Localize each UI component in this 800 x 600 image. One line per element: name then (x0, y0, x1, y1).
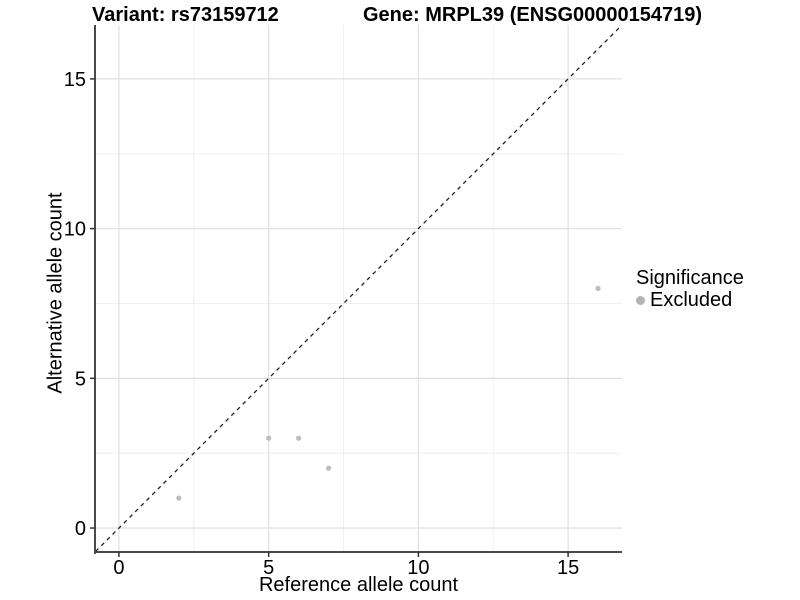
svg-text:10: 10 (64, 219, 86, 241)
excluded-point-icon (636, 295, 645, 305)
legend-item-excluded: Excluded (636, 290, 744, 310)
svg-text:0: 0 (113, 557, 124, 579)
legend-title: Significance (636, 267, 744, 289)
svg-text:15: 15 (557, 557, 579, 579)
svg-text:15: 15 (64, 69, 86, 91)
svg-text:10: 10 (407, 557, 429, 579)
x-axis-title: Reference allele count (258, 574, 458, 596)
svg-text:0: 0 (75, 518, 86, 540)
svg-text:5: 5 (75, 368, 86, 390)
legend: Significance Excluded (636, 267, 744, 310)
y-axis-title: Alternative allele count (44, 192, 67, 394)
svg-text:5: 5 (263, 557, 274, 579)
legend-item-label: Excluded (650, 289, 733, 311)
plot-title-gene: Gene: MRPL39 (ENSG00000154719) (363, 4, 703, 26)
plot-title-variant: Variant: rs73159712 (92, 4, 279, 26)
